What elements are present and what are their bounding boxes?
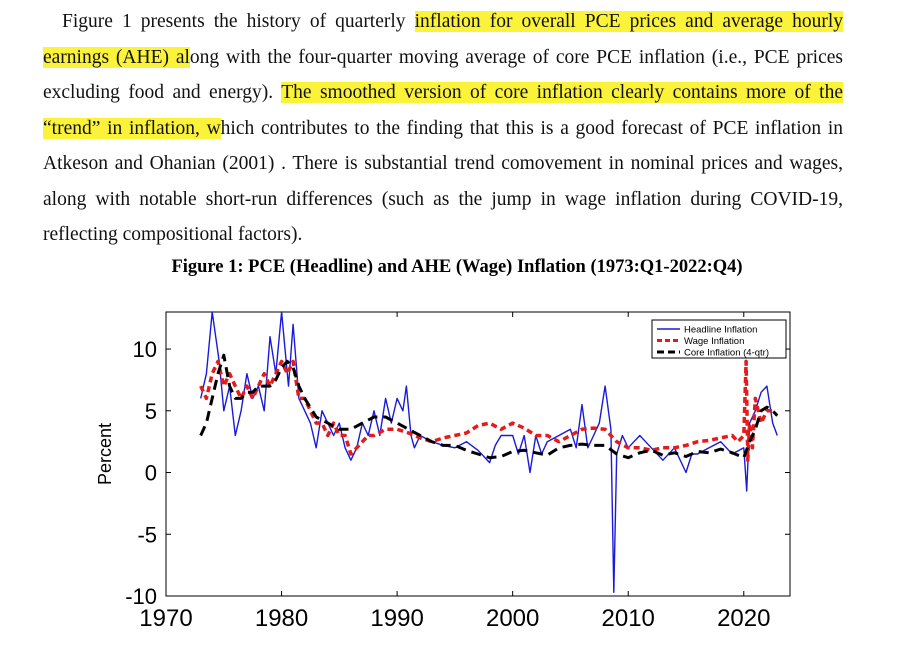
legend-label: Wage Inflation (684, 336, 744, 347)
x-tick-label: 2020 (717, 605, 770, 632)
y-tick-label: 5 (145, 399, 157, 424)
series-line-wage-inflation (199, 359, 773, 462)
x-tick-label: 1970 (139, 605, 192, 632)
legend-label: Core Inflation (4-qtr) (684, 348, 769, 359)
body-paragraph: Figure 1 presents the history of quarter… (43, 4, 843, 253)
x-tick-label: 2010 (602, 605, 655, 632)
y-tick-label: -5 (137, 522, 157, 547)
plot-frame (165, 311, 791, 597)
y-tick-label: 0 (145, 461, 157, 486)
paragraph-text: hich contributes to the finding that thi… (43, 117, 843, 246)
legend-label: Headline Inflation (684, 325, 757, 336)
y-tick-label: -10 (125, 584, 157, 609)
x-tick-label: 2000 (486, 605, 539, 632)
x-tick-label: 1980 (255, 605, 308, 632)
series-line-core-inflation-4-qtr (199, 353, 779, 460)
x-tick-label: 1990 (370, 605, 423, 632)
paragraph-text: ong with the four-quarter moving average… (43, 46, 844, 104)
paragraph-text: Figure 1 presents the history of quarter… (62, 11, 415, 32)
y-axis-label: Percent (95, 423, 115, 485)
series-line-headline-inflation (200, 311, 778, 593)
y-tick-label: 10 (133, 337, 157, 362)
figure-title: Figure 1: PCE (Headline) and AHE (Wage) … (171, 257, 743, 277)
